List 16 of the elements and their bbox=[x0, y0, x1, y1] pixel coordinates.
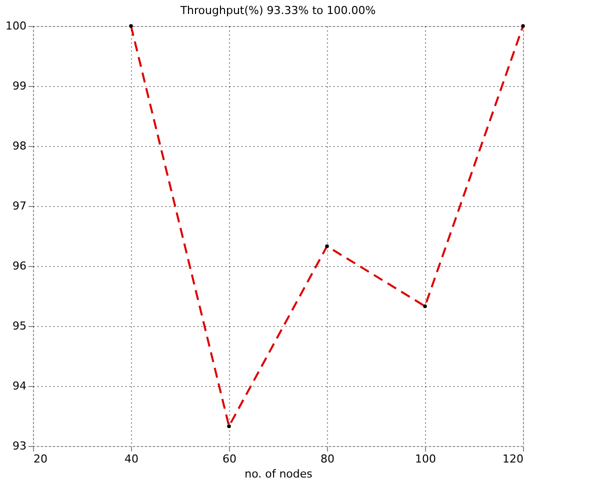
y-tick-label: 93 bbox=[12, 440, 26, 452]
y-tick-label: 98 bbox=[12, 140, 26, 152]
y-tick-label: 100 bbox=[6, 20, 26, 32]
chart-title: Throughput(%) 93.33% to 100.00% bbox=[179, 4, 376, 17]
x-axis-title: no. of nodes bbox=[244, 468, 313, 480]
y-tick-label: 97 bbox=[12, 200, 26, 212]
y-tick-label: 96 bbox=[12, 260, 26, 272]
x-tick-label: 60 bbox=[222, 452, 236, 466]
y-tick-label: 99 bbox=[12, 80, 26, 92]
y-tick-label: 95 bbox=[12, 320, 26, 332]
x-tick-label: 80 bbox=[320, 452, 334, 466]
x-tick-label: 40 bbox=[124, 452, 138, 466]
x-tick-label: 120 bbox=[502, 452, 524, 466]
y-tick-label: 94 bbox=[12, 380, 26, 392]
x-tick-label: 100 bbox=[415, 452, 436, 466]
x-tick-label: 20 bbox=[34, 452, 48, 466]
